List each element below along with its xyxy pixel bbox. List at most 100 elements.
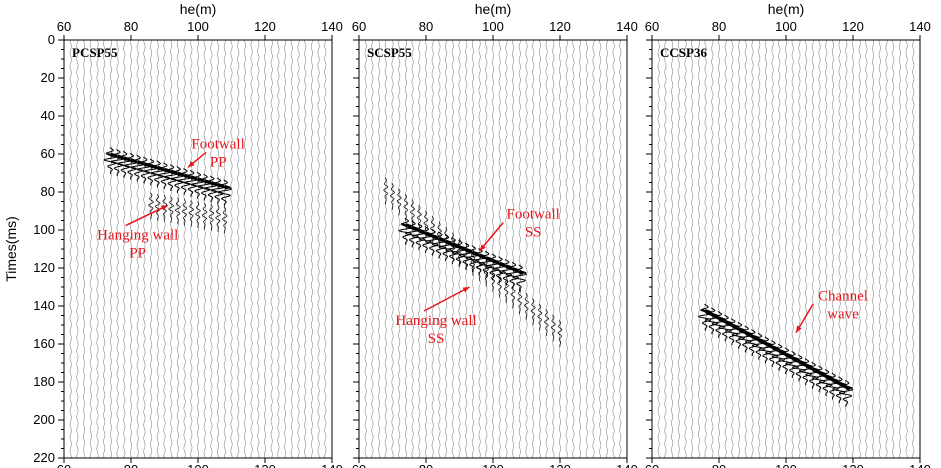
- trace-line: [831, 39, 834, 459]
- trace-line: [156, 39, 159, 459]
- event-trace: [437, 221, 442, 249]
- trace-line: [717, 39, 721, 459]
- x-axis-title: he(m): [475, 1, 512, 17]
- x-tick-label: 60: [352, 19, 366, 34]
- x-tick-label: 100: [775, 19, 797, 34]
- wave-event: [103, 147, 232, 207]
- trace-line: [310, 39, 313, 459]
- annotation-arrow-head: [160, 205, 168, 211]
- event-trace: [771, 343, 787, 371]
- trace-line: [183, 39, 186, 459]
- event-trace: [155, 193, 161, 221]
- annotation: Hanging wall SS: [395, 286, 477, 347]
- trace-line: [270, 39, 273, 459]
- annotation-arrow-line: [125, 204, 169, 227]
- event-trace: [497, 270, 503, 298]
- x-tick-label: 100: [482, 462, 504, 468]
- trace-line: [565, 39, 568, 459]
- trace-line: [378, 39, 381, 459]
- x-axis-title: he(m): [768, 1, 805, 17]
- trace-line: [485, 39, 488, 459]
- event-trace: [458, 242, 474, 270]
- y-tick-label: 20: [41, 70, 55, 85]
- event-trace: [557, 320, 563, 347]
- trace-line: [778, 39, 781, 459]
- trace-line: [711, 39, 714, 459]
- event-trace: [530, 298, 536, 326]
- trace-line: [129, 39, 133, 459]
- event-trace: [208, 203, 215, 231]
- trace-line: [545, 39, 548, 459]
- trace-line: [892, 40, 895, 459]
- x-tick-label: 80: [419, 462, 433, 468]
- plot-frame: [63, 39, 333, 459]
- event-trace: [170, 166, 186, 194]
- annotation-arrow-head: [462, 287, 470, 293]
- trace-line: [851, 39, 855, 459]
- trace-line: [176, 39, 179, 459]
- trace-line: [150, 39, 153, 459]
- axes-group: 60 60 80 80 100 100 120 120 140 140: [352, 19, 638, 468]
- event-trace: [403, 194, 409, 221]
- trace-line: [196, 39, 200, 459]
- trace-line: [512, 39, 515, 459]
- trace-group: [364, 39, 622, 459]
- event-trace: [116, 150, 132, 178]
- x-tick-label: 120: [549, 19, 571, 34]
- event-trace: [704, 307, 720, 335]
- x-tick-label: 60: [645, 19, 659, 34]
- y-tick-label: 40: [41, 108, 55, 123]
- event-line: [701, 308, 851, 391]
- x-tick-label: 140: [909, 462, 931, 468]
- trace-line: [751, 39, 754, 459]
- annotation-group: Footwall SS Hanging wall SS: [395, 207, 559, 347]
- event-trace: [524, 292, 529, 320]
- trace-line: [905, 39, 908, 459]
- x-tick-label: 80: [124, 19, 138, 34]
- trace-line: [885, 39, 888, 459]
- x-tick-label: 100: [775, 462, 797, 468]
- event-trace: [438, 234, 454, 262]
- trace-line: [619, 39, 622, 459]
- trace-line: [572, 39, 575, 459]
- trace-line: [691, 39, 694, 459]
- x-tick-label: 120: [254, 462, 276, 468]
- annotation-arrow-line: [423, 286, 470, 312]
- x-tick-label: 120: [549, 462, 571, 468]
- trace-line: [404, 39, 407, 459]
- trace-line: [825, 39, 828, 459]
- annotation-group: Footwall PP Hanging wall PP: [97, 136, 245, 261]
- trace-line: [170, 39, 173, 459]
- event-trace: [204, 175, 219, 203]
- event-trace: [778, 347, 794, 375]
- annotation-arrow-head: [187, 161, 195, 168]
- event-trace: [143, 158, 159, 186]
- event-trace: [130, 154, 145, 182]
- event-trace: [812, 365, 827, 393]
- event-trace: [150, 160, 165, 188]
- event-trace: [738, 325, 753, 353]
- trace-line: [136, 39, 139, 459]
- trace-line: [579, 39, 582, 459]
- trace-line: [317, 39, 320, 459]
- event-trace: [197, 173, 212, 201]
- x-tick-label: 140: [321, 462, 343, 468]
- annotation-group: Channel wave: [795, 288, 868, 333]
- trace-line: [684, 39, 687, 459]
- event-trace: [510, 281, 516, 309]
- y-tick-label: 200: [33, 412, 55, 427]
- annotation: Footwall PP: [187, 136, 245, 170]
- trace-line: [878, 39, 881, 459]
- annotation-text: Footwall: [191, 136, 244, 152]
- event-trace: [512, 264, 527, 292]
- x-tick-label: 80: [419, 19, 433, 34]
- y-tick-label: 120: [33, 260, 55, 275]
- trace-line: [744, 39, 747, 459]
- trace-line: [505, 39, 508, 459]
- trace-line: [263, 39, 267, 459]
- trace-line: [69, 39, 72, 458]
- event-trace: [492, 256, 507, 284]
- event-trace: [838, 379, 854, 407]
- trace-line: [657, 39, 660, 458]
- trace-line: [116, 39, 119, 459]
